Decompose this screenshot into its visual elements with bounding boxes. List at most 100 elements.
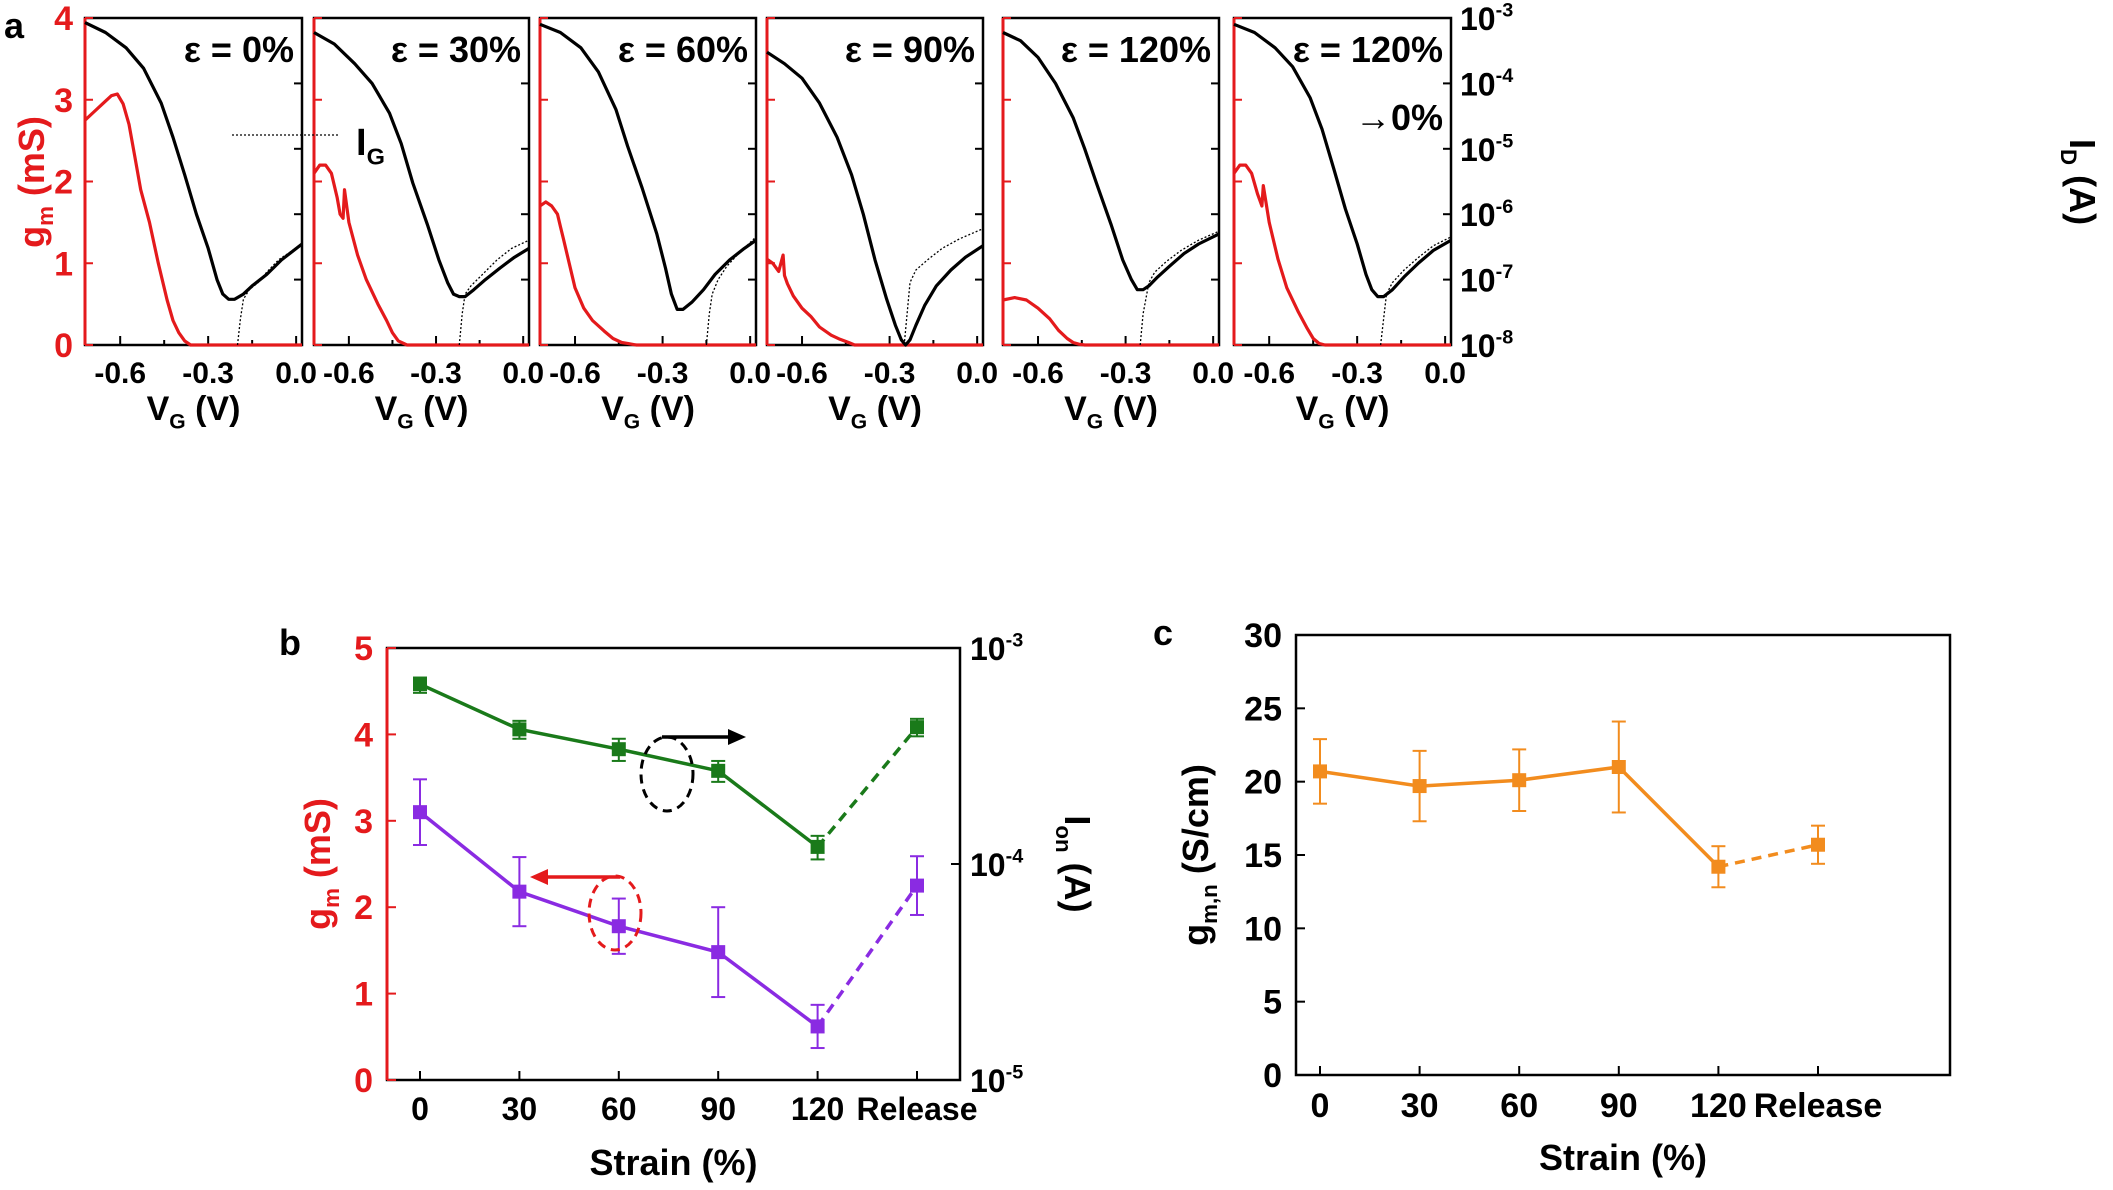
legend-ig-label: IG (356, 122, 385, 170)
right-axis-title: ID (A) (2056, 139, 2103, 225)
data-point (1512, 773, 1527, 788)
x-category-label: Release (1754, 1087, 1883, 1125)
left-tick-label: 4 (54, 0, 73, 38)
right-tick-label: 10-5 (1460, 130, 1513, 167)
series-ID-line (766, 50, 984, 347)
series-ID-line (539, 22, 757, 311)
panel-c-x-title: Strain (%) (1539, 1137, 1707, 1178)
x-axis-label: VG (V) (1064, 390, 1158, 434)
series-gm-line (766, 253, 983, 347)
panel-c-frame (1294, 633, 1952, 1077)
series-gmn (1313, 720, 1825, 889)
gm-ellipse (587, 874, 643, 952)
panel-a-plot-5: -0.6 -0.3 0.0 ε = 120% (1001, 16, 1234, 390)
strain-title: ε = 0% (184, 29, 294, 70)
panel-c-label: c (1153, 612, 1173, 653)
data-point (810, 839, 825, 854)
left-tick-label: 1 (54, 245, 73, 283)
right-tick-label: 10-7 (1460, 261, 1513, 298)
left-tick-label: 3 (54, 82, 73, 120)
strain-title: ε = 30% (391, 29, 521, 70)
left-tick-label: 3 (354, 803, 373, 841)
x-tick-label: 0.0 (502, 357, 544, 390)
left-tick-label: 4 (354, 716, 373, 754)
panel-c-y-title: gm,n (S/cm) (1175, 764, 1222, 946)
x-category-label: Release (857, 1091, 978, 1127)
left-tick-label: 2 (354, 889, 373, 927)
data-point (1711, 859, 1726, 874)
series-gm (413, 778, 924, 1050)
x-category-label: 60 (601, 1091, 637, 1127)
series-gm-line (1232, 163, 1451, 347)
right-tick-label: 10-6 (1460, 196, 1513, 233)
x-category-label: 30 (502, 1091, 538, 1127)
right-tick-label: 10-4 (970, 846, 1023, 883)
x-tick-label: -0.3 (1100, 357, 1152, 390)
x-tick-label: 0.0 (1192, 357, 1234, 390)
data-point (413, 677, 427, 692)
x-tick-label: -0.3 (182, 357, 234, 390)
y-tick-label: 25 (1244, 690, 1282, 728)
strain-title: ε = 120% (1061, 29, 1211, 70)
x-tick-label: 0.0 (956, 357, 998, 390)
y-tick-label: 0 (1263, 1057, 1282, 1095)
series-release-line (1718, 843, 1819, 869)
gm-arrow-head (530, 869, 548, 885)
panel-a-plot-3: -0.6 -0.3 0.0 ε = 60% (538, 16, 771, 390)
panel-a-plot-1: -0.6 -0.3 0.0 ε = 0% (83, 16, 317, 390)
panel-a-plot-2: -0.6 -0.3 0.0 ε = 30% (312, 16, 544, 390)
panel-b-label: b (279, 622, 301, 663)
left-tick-label: 1 (354, 976, 373, 1014)
y-tick-label: 10 (1244, 910, 1282, 948)
ion-ellipse (639, 735, 695, 813)
strain-title-line2: →0% (1355, 97, 1443, 138)
x-axis-label: VG (V) (601, 390, 695, 434)
y-tick-label: 5 (1263, 984, 1282, 1022)
x-tick-label: -0.3 (1331, 357, 1383, 390)
panel-a-label: a (4, 5, 25, 46)
right-tick-label: 10-3 (970, 630, 1023, 667)
series-release-line (816, 884, 919, 1028)
left-axis-title: gm (mS) (11, 116, 58, 248)
series-gm-line (539, 200, 756, 347)
data-point (711, 945, 726, 960)
strain-title: ε = 60% (618, 29, 748, 70)
x-axis-label: VG (V) (828, 390, 922, 434)
series-line (419, 682, 819, 849)
x-category-label: 0 (411, 1091, 429, 1127)
ion-arrow-head (728, 729, 746, 745)
x-tick-label: 0.0 (1424, 357, 1466, 390)
x-category-label: 90 (700, 1091, 736, 1127)
right-tick-label: 10-5 (970, 1062, 1023, 1099)
x-tick-label: 0.0 (729, 357, 771, 390)
x-tick-label: -0.6 (94, 357, 146, 390)
x-category-label: 30 (1401, 1087, 1439, 1125)
x-category-label: 0 (1311, 1087, 1330, 1125)
data-point (512, 722, 527, 737)
x-category-label: 120 (1690, 1087, 1747, 1125)
data-point (1412, 779, 1427, 794)
data-point (711, 763, 726, 778)
series-gm-line (1002, 296, 1219, 347)
x-tick-label: -0.3 (864, 357, 916, 390)
series-IG-line (705, 236, 757, 346)
series-IG-line (903, 228, 984, 346)
series-ID-line (84, 21, 303, 301)
x-axis-label: VG (V) (1296, 390, 1390, 434)
series-gm-line (83, 92, 302, 347)
panel-b-x-title: Strain (%) (589, 1142, 757, 1183)
data-point (611, 919, 626, 934)
data-point (611, 742, 626, 757)
panel-a-plot-6: -0.6 -0.3 0.0 ε = 120% →0% (1232, 16, 1466, 390)
x-category-label: 90 (1600, 1087, 1638, 1125)
data-point (1313, 764, 1327, 779)
series-ID-line (313, 31, 530, 299)
series-gm-line (312, 163, 529, 347)
x-tick-label: -0.6 (323, 357, 375, 390)
panel-b-y-left-title: gm (mS) (297, 798, 344, 930)
x-tick-label: -0.3 (637, 357, 689, 390)
data-point (1611, 760, 1626, 774)
series-ion (413, 676, 924, 861)
data-point (1811, 837, 1825, 852)
y-tick-label: 20 (1244, 764, 1282, 802)
